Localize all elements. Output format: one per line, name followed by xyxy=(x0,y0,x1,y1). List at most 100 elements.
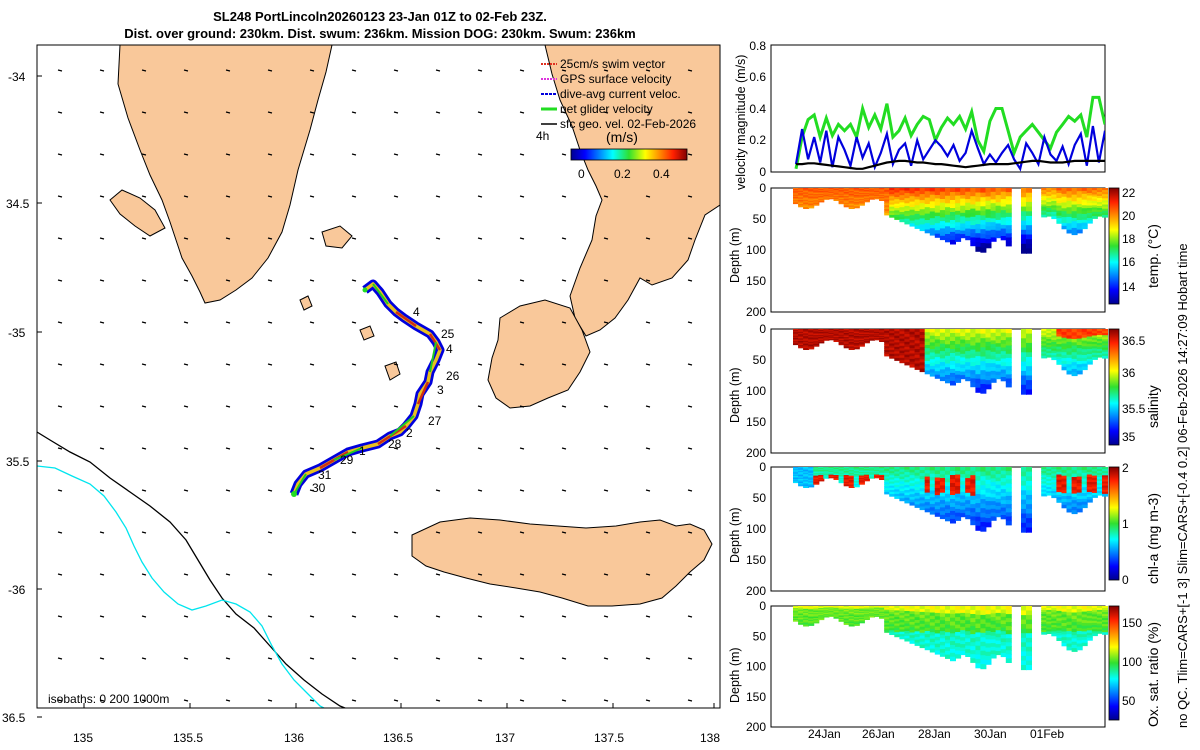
section-cell xyxy=(939,336,946,341)
section-cell xyxy=(1005,487,1012,493)
section-cell xyxy=(914,631,921,635)
section-cell xyxy=(818,340,825,343)
section-cell xyxy=(995,467,1002,472)
section-cell xyxy=(1026,499,1032,505)
section-cell xyxy=(1061,504,1068,509)
section-cell xyxy=(1021,338,1027,344)
section-cell xyxy=(975,365,982,371)
section-cell xyxy=(889,473,896,476)
section-cell xyxy=(924,640,931,644)
section-cell xyxy=(843,337,850,339)
section-cell xyxy=(869,473,875,475)
section-cell xyxy=(863,609,870,612)
section-cell xyxy=(1051,625,1058,628)
section-cell xyxy=(955,351,962,357)
section-cell xyxy=(985,380,992,385)
section-cell xyxy=(1051,329,1058,332)
section-cell xyxy=(874,197,880,199)
section-cell xyxy=(975,628,982,633)
section-cell xyxy=(975,489,982,495)
section-cell xyxy=(1071,612,1078,617)
section-cell xyxy=(818,190,825,192)
section-cell xyxy=(985,222,992,227)
section-cell xyxy=(1046,629,1053,632)
section-cell xyxy=(934,188,941,193)
section-cell xyxy=(1086,344,1093,348)
depth-ylabel-1: Depth (m) xyxy=(728,227,742,283)
section-cell xyxy=(853,474,860,476)
section-cell xyxy=(869,196,875,199)
section-cell xyxy=(863,338,870,341)
section-cell xyxy=(1041,333,1048,336)
section-cell xyxy=(985,226,992,232)
section-cell xyxy=(798,480,805,483)
section-cell xyxy=(939,620,946,625)
section-cell xyxy=(798,620,805,623)
section-cell xyxy=(1046,487,1053,490)
section-cell xyxy=(828,191,835,193)
section-cell xyxy=(874,467,880,470)
section-cell xyxy=(879,616,886,618)
section-cell xyxy=(985,234,992,240)
section-cell xyxy=(904,631,911,635)
section-cell xyxy=(848,330,855,333)
section-cell xyxy=(808,195,815,198)
section-cell xyxy=(1046,623,1053,627)
section-cell xyxy=(838,188,845,190)
section-cell xyxy=(884,611,891,615)
section-cell xyxy=(1091,348,1098,352)
section-cell xyxy=(798,481,805,484)
section-cell xyxy=(884,348,891,351)
section-cell xyxy=(884,193,891,197)
section-cell xyxy=(894,469,901,472)
section-cell xyxy=(798,471,805,473)
section-cell xyxy=(980,503,987,509)
section-cell xyxy=(985,635,992,640)
sfc-geo-arrow xyxy=(519,111,525,114)
section-cell xyxy=(1066,188,1073,192)
section-cell xyxy=(869,477,875,479)
section-cell xyxy=(833,469,840,472)
section-cell xyxy=(945,482,951,487)
section-cell xyxy=(899,613,906,616)
section-cell xyxy=(1041,343,1048,347)
section-cell xyxy=(798,331,805,334)
section-cell xyxy=(904,616,911,620)
section-cell xyxy=(863,340,870,343)
section-cell xyxy=(869,471,875,473)
section-cell xyxy=(863,615,870,618)
section-cell xyxy=(965,496,972,501)
section-cell xyxy=(1021,366,1027,372)
section-cell xyxy=(869,332,875,334)
section-cell xyxy=(965,507,972,512)
section-cell xyxy=(1102,479,1108,483)
section-cell xyxy=(945,237,951,243)
section-cell xyxy=(1051,207,1058,211)
sal-cb-tick: 35.5 xyxy=(1122,402,1146,416)
section-cell xyxy=(813,616,820,619)
section-cell xyxy=(1102,473,1108,476)
section-cell xyxy=(853,482,860,485)
section-cell xyxy=(838,339,845,341)
section-cell xyxy=(1076,492,1083,497)
section-cell xyxy=(899,636,906,640)
section-cell xyxy=(939,376,946,382)
section-cell xyxy=(950,376,956,382)
section-cell xyxy=(1026,619,1032,625)
section-cell xyxy=(1071,194,1078,199)
section-cell xyxy=(965,638,972,643)
section-cell xyxy=(1071,231,1078,236)
section-cell xyxy=(960,230,967,235)
section-cell xyxy=(975,369,982,375)
section-cell xyxy=(863,333,870,336)
sfc-geo-arrow xyxy=(519,657,525,660)
section-cell xyxy=(798,200,805,202)
section-cell xyxy=(980,637,987,643)
section-cell xyxy=(1071,470,1078,475)
section-cell xyxy=(833,190,840,193)
sfc-geo-arrow xyxy=(309,405,315,408)
section-cell xyxy=(823,196,830,199)
section-cell xyxy=(1000,210,1007,215)
section-cell xyxy=(823,475,830,477)
isobath-200m xyxy=(37,465,326,708)
